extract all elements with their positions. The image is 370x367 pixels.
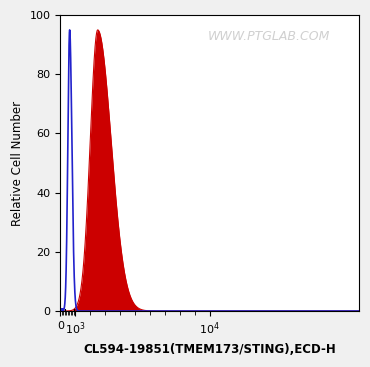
- X-axis label: CL594-19851(TMEM173/STING),ECD-H: CL594-19851(TMEM173/STING),ECD-H: [83, 343, 336, 356]
- Text: WWW.PTGLAB.COM: WWW.PTGLAB.COM: [208, 30, 330, 43]
- Y-axis label: Relative Cell Number: Relative Cell Number: [11, 101, 24, 226]
